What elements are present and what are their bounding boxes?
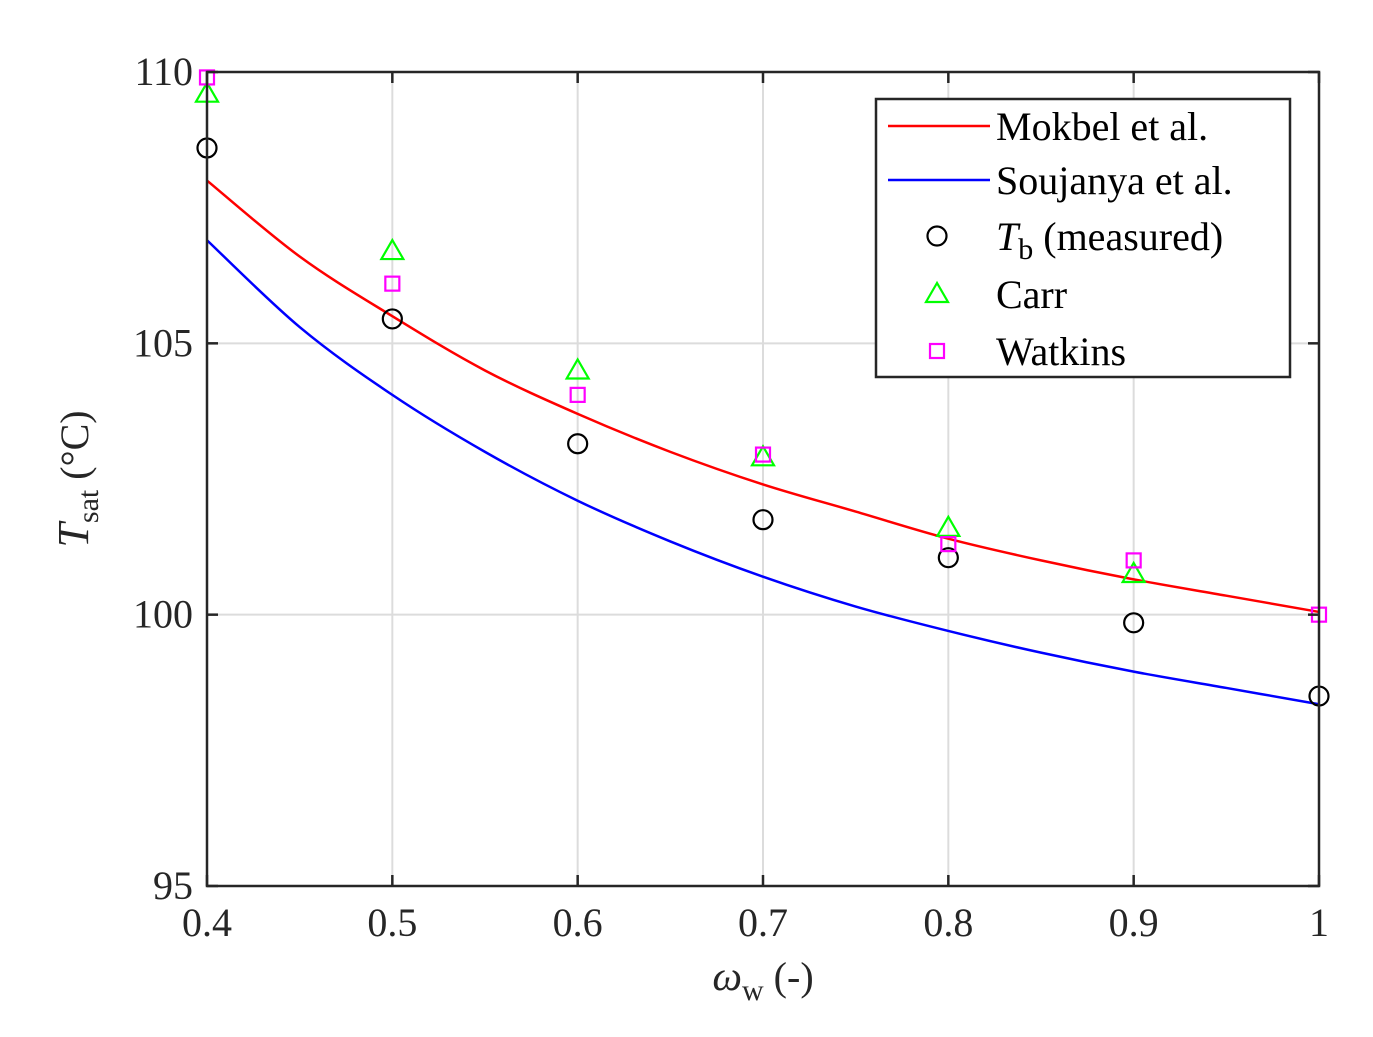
legend-label: Carr: [996, 272, 1067, 317]
series-line: [206, 179, 1320, 614]
y-tick-label: 105: [133, 320, 193, 365]
data-point: [381, 308, 403, 330]
data-point: [937, 547, 959, 569]
y-axis-unit: (°C): [52, 410, 97, 479]
legend-label: Soujanya et al.: [996, 158, 1233, 203]
legend-item: Soujanya et al.: [888, 158, 1233, 203]
legend-items: Mokbel et al. Soujanya et al. Tb (measured…: [888, 104, 1233, 374]
x-tick-label: 0.4: [182, 900, 232, 945]
legend-name: (measured): [1033, 214, 1223, 259]
series-3: [194, 80, 1147, 584]
legend-label: Tb (measured): [996, 214, 1223, 266]
data-point: [1120, 560, 1147, 584]
legend-item: Tb (measured): [926, 214, 1223, 266]
data-point: [750, 444, 776, 467]
data-point: [379, 237, 406, 261]
series-line: [206, 239, 1320, 706]
axis-ticks: 0.4 0.5 0.6 0.7 0.8 0.9 1 95 100 105 110: [133, 49, 1329, 945]
x-axis-symbol: ω: [712, 954, 742, 1000]
y-tick-label: 95: [153, 863, 193, 908]
series-2: [196, 137, 1330, 707]
legend-item: Mokbel et al.: [888, 104, 1208, 149]
data-point: [752, 509, 774, 531]
legend-label: Mokbel et al.: [996, 104, 1208, 149]
data-point: [564, 357, 591, 380]
y-axis-space: [52, 480, 97, 490]
legend-item: Carr: [924, 272, 1067, 317]
legend-symbol: T: [996, 214, 1021, 259]
series-layer: [194, 69, 1330, 707]
y-axis-subscript: sat: [72, 489, 105, 523]
data-point: [935, 514, 962, 537]
legend-subscript: b: [1018, 233, 1033, 266]
y-axis-symbol: T: [49, 520, 98, 548]
y-tick-label: 110: [134, 49, 193, 94]
x-tick-label: 0.7: [738, 900, 788, 945]
data-point: [1123, 612, 1145, 634]
data-point: [754, 446, 772, 463]
series-0: [206, 179, 1320, 614]
x-tick-label: 0.9: [1109, 900, 1159, 945]
legend-label: Watkins: [996, 329, 1126, 374]
legend: Mokbel et al. Soujanya et al. Tb (measured…: [874, 97, 1292, 379]
x-axis-unit: (-): [774, 954, 814, 999]
legend-box: [874, 97, 1292, 379]
series-1: [206, 239, 1320, 706]
x-axis-space: [764, 954, 774, 999]
x-axis-subscript: w: [742, 974, 764, 1007]
legend-item: Watkins: [928, 329, 1126, 374]
x-tick-label: 0.5: [367, 900, 417, 945]
y-tick-label: 100: [133, 592, 193, 637]
data-point: [567, 433, 589, 455]
y-axis-label: Tsat (°C): [49, 410, 105, 547]
x-tick-label: 0.8: [923, 900, 973, 945]
x-tick-label: 0.6: [553, 900, 603, 945]
data-point: [940, 536, 957, 553]
data-point: [1125, 552, 1142, 569]
data-point: [569, 386, 586, 403]
legend-marker-swatch: [926, 225, 948, 247]
legend-marker-swatch: [924, 280, 950, 304]
data-point: [384, 275, 401, 292]
x-tick-label: 1: [1309, 900, 1329, 945]
legend-marker-swatch: [928, 342, 946, 360]
x-axis-label: ωw (-): [712, 954, 813, 1007]
